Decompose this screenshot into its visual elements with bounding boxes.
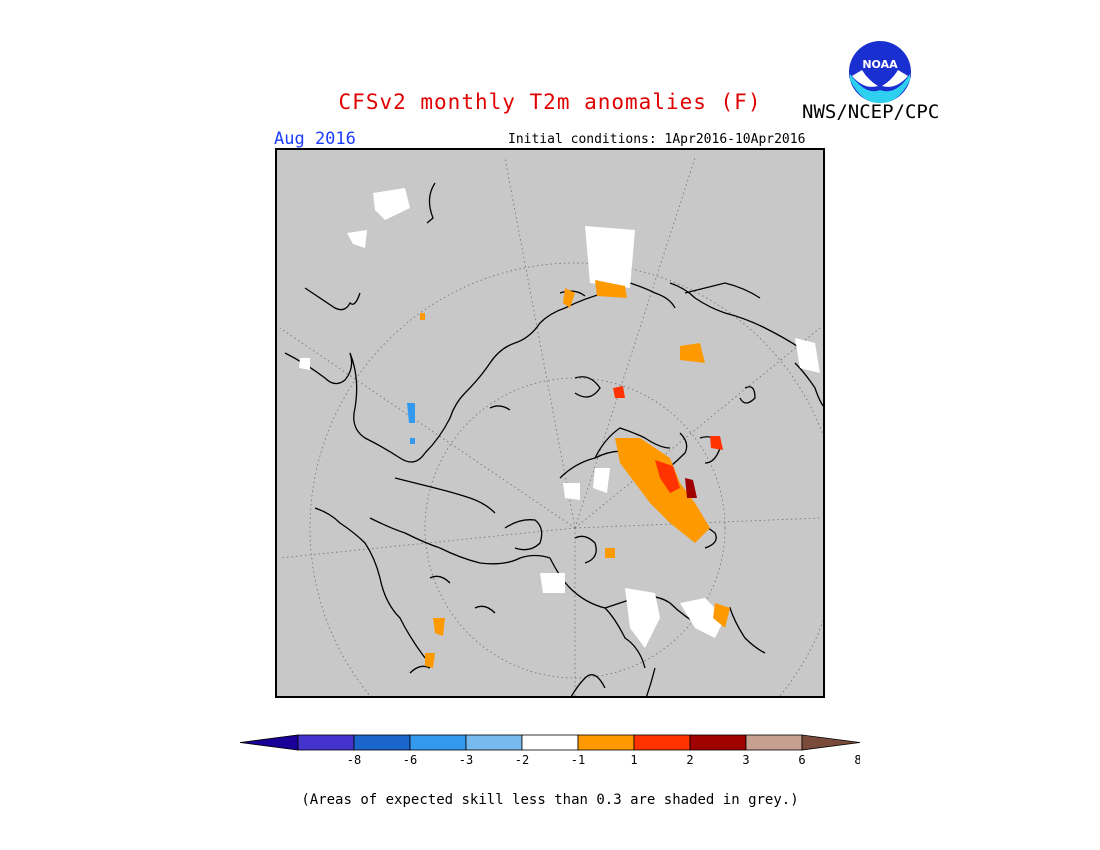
month-label: Aug 2016 <box>274 129 356 149</box>
colorbar-box <box>521 734 579 751</box>
colorbar-tick-label: 3 <box>742 753 749 767</box>
noaa-logo: NOAA <box>849 41 911 104</box>
chart-title: CFSv2 monthly T2m anomalies (F) <box>338 90 762 114</box>
colorbar-tick-label: 2 <box>686 753 693 767</box>
colorbar-tick-label: -2 <box>515 753 529 767</box>
colorbar-boxes <box>240 734 860 751</box>
initial-conditions-label: Initial conditions: 1Apr2016-10Apr2016 <box>508 132 806 147</box>
colorbar-tick-label: 1 <box>630 753 637 767</box>
footnote: (Areas of expected skill less than 0.3 a… <box>301 792 799 808</box>
colorbar-left-triangle <box>240 734 299 751</box>
colorbar-box <box>465 734 523 751</box>
colorbar-tick-label: 8 <box>854 753 860 767</box>
colorbar-tick-label: -3 <box>459 753 473 767</box>
colorbar-labels: -8 -6 -3 -2 -1 1 2 3 6 8 <box>347 753 860 767</box>
colorbar-right-triangle <box>801 734 860 751</box>
colorbar-box <box>409 734 467 751</box>
anomaly-red-patches <box>613 386 723 493</box>
map-panel <box>275 148 825 698</box>
anomaly-blue-patches <box>407 403 415 444</box>
colorbar-box <box>353 734 411 751</box>
colorbar-tick-label: -6 <box>403 753 417 767</box>
map-background <box>275 148 825 698</box>
colorbar-tick-label: -8 <box>347 753 361 767</box>
anomaly-darkred-patches <box>685 478 697 498</box>
colorbar: -8 -6 -3 -2 -1 1 2 3 6 8 <box>240 734 860 767</box>
colorbar-box <box>297 734 355 751</box>
map-frame <box>275 148 825 698</box>
anomaly-white-patches <box>299 188 820 648</box>
logo-text: NOAA <box>862 58 898 71</box>
colorbar-tick-label: 6 <box>798 753 805 767</box>
colorbar-tick-label: -1 <box>571 753 585 767</box>
colorbar-box <box>745 734 803 751</box>
colorbar-box <box>689 734 747 751</box>
colorbar-box <box>633 734 691 751</box>
agency-label: NWS/NCEP/CPC <box>802 101 940 123</box>
colorbar-box <box>577 734 635 751</box>
anomaly-orange-patches <box>420 280 730 668</box>
